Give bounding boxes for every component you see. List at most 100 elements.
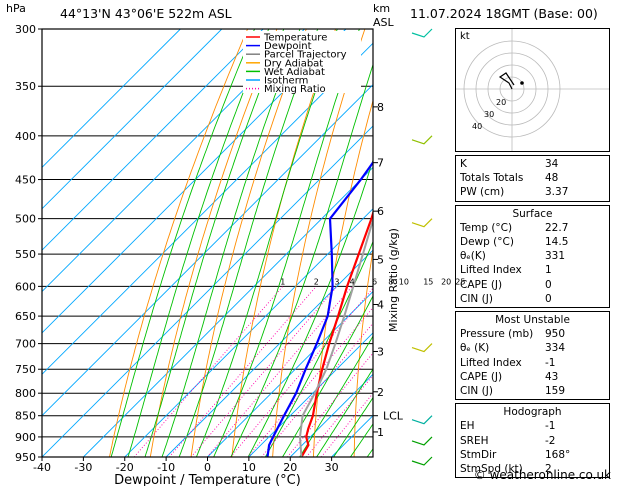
wind-barb (411, 135, 433, 145)
pressure-tick-label: 550 (15, 248, 36, 261)
wind-barb (411, 28, 433, 38)
hodograph-table-label: StmSpd (kt) (460, 463, 523, 476)
isotherm-line (42, 29, 223, 210)
isotherm-line (42, 125, 373, 457)
mixing-ratio-line (305, 374, 373, 457)
index-pw-row: PW (cm) 3.37 (460, 185, 605, 199)
indices-panel: K 34 Totals Totals 48 PW (cm) 3.37 Surface … (455, 155, 610, 481)
mixing-ratio-line (230, 287, 373, 457)
hodograph-table-row: StmSpd (kt) 2 (460, 462, 605, 476)
mixing-ratio-tick-label: 8 (388, 277, 393, 286)
pressure-tick-label: 450 (15, 174, 36, 187)
isotherm-line (42, 29, 347, 334)
hodograph-table-section: Hodograph EH -1 SREH -2 StmDir 168° StmSpd (kt… (455, 403, 610, 479)
isotherm-line (42, 83, 373, 417)
wet-adiabat-line (349, 423, 373, 457)
surface-row: Dewp (°C) 14.5 (460, 235, 605, 249)
mixing-ratio-axis-label: Mixing Ratio (g/kg) (387, 228, 400, 332)
wind-barb (411, 343, 433, 353)
wet-adiabat-line (230, 63, 373, 457)
isotherm-line (124, 208, 373, 457)
surface-row: CAPE (J) 0 (460, 278, 605, 292)
wet-adiabat-line (281, 295, 373, 457)
surface-label: θₑ(K) (460, 250, 486, 263)
km-tick-label: 7 (377, 157, 384, 170)
temperature-tick-label: -20 (116, 461, 134, 474)
dry-adiabat-line (616, 29, 629, 457)
surface-title: Surface (512, 207, 553, 220)
dry-adiabat-line (353, 246, 373, 457)
wet-adiabat-line (127, 29, 270, 457)
wet-adiabat-line (161, 29, 301, 457)
mixing-ratio-line (206, 286, 353, 457)
mixing-ratio-tick-label: 6 (372, 277, 377, 286)
most-unstable-row: θₑ (K) 334 (460, 341, 605, 355)
dry-adiabat-line (395, 29, 453, 457)
pressure-tick-label: 950 (15, 451, 36, 464)
wet-adiabat-line (144, 29, 285, 457)
hodograph-table-title: Hodograph (503, 406, 562, 419)
pressure-tick-label: 800 (15, 387, 36, 400)
wind-barb (411, 218, 433, 228)
hodograph-ring-label: 20 (496, 98, 506, 107)
most-unstable-label: Lifted Index (460, 356, 522, 369)
hodograph-table-row: EH -1 (460, 419, 605, 433)
pressure-tick-label: 350 (15, 80, 36, 93)
mixing-ratio-tick-label: 4 (350, 277, 355, 286)
surface-row: θₑ(K) 331 (460, 249, 605, 263)
credit-label: © weatheronline.co.uk (473, 468, 611, 482)
temperature-tick-label: 10 (242, 461, 256, 474)
mixing-ratio-tick-label: 2 (314, 277, 319, 286)
hpa-unit-label: hPa (6, 2, 26, 15)
temperature-tick-label: 30 (325, 461, 339, 474)
surface-label: Lifted Index (460, 264, 522, 277)
surface-label: CAPE (J) (460, 278, 503, 291)
hodograph-table-value: 168° (545, 448, 571, 461)
most-unstable-value: -1 (545, 356, 556, 369)
dry-adiabat-line (109, 29, 249, 457)
pressure-tick-label: 850 (15, 410, 36, 423)
temperature-tick-label: 0 (204, 461, 211, 474)
dry-adiabat-line (272, 29, 366, 457)
isotherm-line (42, 42, 373, 375)
most-unstable-row: CIN (J) 159 (460, 384, 605, 398)
surface-row: Temp (°C) 22.7 (460, 221, 605, 235)
km-unit-label: km (373, 2, 391, 15)
most-unstable-row: Pressure (mb) 950 (460, 327, 605, 341)
km-tick-label: 6 (377, 205, 384, 218)
temperature-line (300, 209, 373, 457)
temperature-tick-label: -10 (157, 461, 175, 474)
mixing-ratio-line (247, 306, 373, 457)
most-unstable-value: 950 (545, 328, 566, 341)
wind-barb (411, 415, 433, 425)
pressure-tick-label: 500 (15, 213, 36, 226)
surface-value: 1 (545, 264, 552, 277)
mixing-ratio-line (320, 392, 373, 457)
isotherm-line (83, 166, 373, 457)
index-totals-row: Totals Totals 48 (460, 171, 605, 185)
mixing-ratio-line (261, 322, 373, 457)
hodograph-table-value: 2 (545, 463, 552, 476)
mixing-ratio-tick-label: 25 (455, 277, 465, 286)
dry-adiabat-line (231, 29, 337, 457)
hodograph-table-label: EH (460, 420, 475, 433)
isotherm-line (42, 29, 181, 169)
wet-adiabat-line (213, 29, 360, 457)
surface-label: CIN (J) (460, 292, 493, 305)
index-k-value: 34 (545, 158, 559, 170)
surface-value: 14.5 (545, 236, 569, 249)
mixing-ratio-tick-label: 10 (399, 277, 409, 286)
surface-value: 22.7 (545, 221, 569, 234)
storm-motion-marker (520, 81, 524, 85)
hodograph-table-row: SREH -2 (460, 434, 605, 448)
pressure-tick-label: 300 (15, 23, 36, 36)
most-unstable-value: 159 (545, 385, 566, 398)
most-unstable-label: Pressure (mb) (460, 328, 534, 341)
mixing-ratio-tick-label: 15 (423, 277, 433, 286)
stability-indices: K 34 Totals Totals 48 PW (cm) 3.37 (455, 155, 610, 202)
most-unstable-row: CAPE (J) 43 (460, 370, 605, 384)
most-unstable-section: Most Unstable Pressure (mb) 950 θₑ (K) 334 L… (455, 311, 610, 401)
hodograph-kt-label: kt (460, 31, 470, 42)
km-tick-label: 2 (377, 386, 384, 399)
hodograph-panel: kt 40 30 20 (455, 28, 610, 152)
